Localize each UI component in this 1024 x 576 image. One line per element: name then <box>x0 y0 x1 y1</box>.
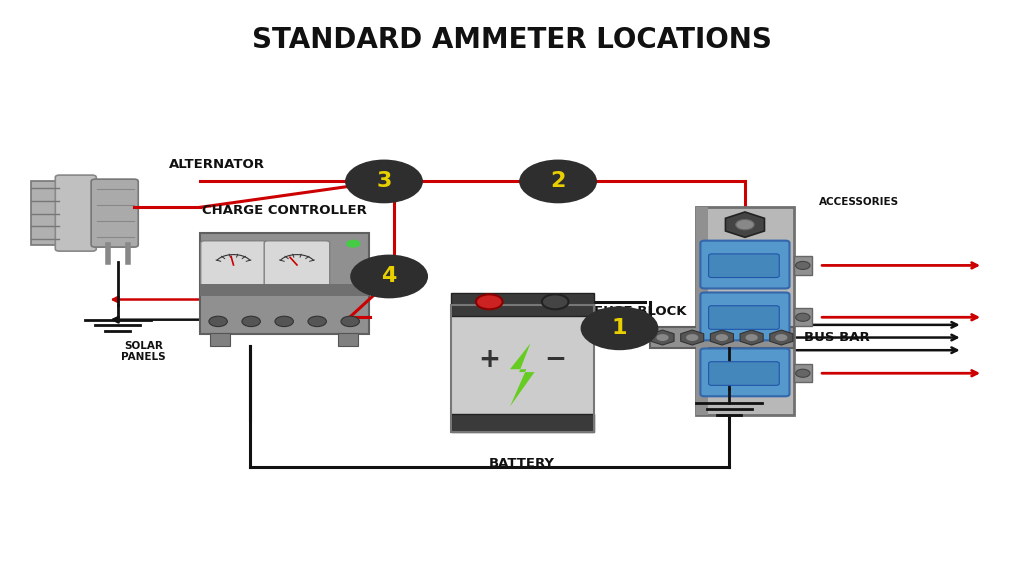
Bar <box>650 327 794 348</box>
Circle shape <box>350 255 428 298</box>
Text: 4: 4 <box>381 267 397 286</box>
FancyBboxPatch shape <box>709 362 779 385</box>
Circle shape <box>716 334 728 341</box>
Text: STANDARD AMMETER LOCATIONS: STANDARD AMMETER LOCATIONS <box>252 26 772 54</box>
Polygon shape <box>740 330 763 345</box>
Circle shape <box>542 294 568 309</box>
Polygon shape <box>770 330 793 345</box>
Text: ACCESSORIES: ACCESSORIES <box>819 196 899 207</box>
FancyBboxPatch shape <box>200 233 369 334</box>
Circle shape <box>209 316 227 327</box>
Text: 1: 1 <box>611 319 628 338</box>
Bar <box>696 207 708 415</box>
FancyBboxPatch shape <box>700 241 790 289</box>
Bar <box>338 333 358 346</box>
Circle shape <box>581 306 658 350</box>
Text: +: + <box>478 347 501 373</box>
Text: −: − <box>544 347 566 373</box>
Polygon shape <box>651 330 674 345</box>
Circle shape <box>686 334 698 341</box>
Circle shape <box>308 316 327 327</box>
Circle shape <box>735 219 754 230</box>
Circle shape <box>656 334 669 341</box>
FancyBboxPatch shape <box>709 254 779 278</box>
Circle shape <box>341 316 359 327</box>
Text: ALTERNATOR: ALTERNATOR <box>169 158 265 170</box>
FancyBboxPatch shape <box>91 179 138 247</box>
Circle shape <box>775 334 787 341</box>
Circle shape <box>346 240 360 248</box>
Circle shape <box>476 294 503 309</box>
FancyBboxPatch shape <box>201 241 266 290</box>
Circle shape <box>242 316 260 327</box>
Text: FUSE BLOCK: FUSE BLOCK <box>594 305 686 317</box>
Circle shape <box>796 262 810 270</box>
FancyBboxPatch shape <box>700 348 790 396</box>
Text: 3: 3 <box>376 172 392 191</box>
Bar <box>451 293 594 316</box>
Circle shape <box>274 316 293 327</box>
Text: BUS BAR: BUS BAR <box>804 331 869 344</box>
Circle shape <box>796 369 810 377</box>
Bar <box>210 333 230 346</box>
Circle shape <box>345 160 423 203</box>
Circle shape <box>745 334 758 341</box>
Polygon shape <box>725 212 765 237</box>
Bar <box>451 305 594 418</box>
Bar <box>696 207 794 415</box>
Bar <box>451 414 594 432</box>
Bar <box>451 305 594 432</box>
Polygon shape <box>681 330 703 345</box>
Circle shape <box>519 160 597 203</box>
FancyBboxPatch shape <box>264 241 330 290</box>
Bar <box>794 364 812 382</box>
FancyBboxPatch shape <box>709 306 779 329</box>
Bar <box>794 308 812 327</box>
Text: SOLAR
PANELS: SOLAR PANELS <box>121 340 166 362</box>
Text: CHARGE CONTROLLER: CHARGE CONTROLLER <box>202 204 367 217</box>
Bar <box>794 256 812 275</box>
FancyBboxPatch shape <box>700 293 790 340</box>
Text: BATTERY: BATTERY <box>489 457 555 470</box>
Bar <box>31 181 59 245</box>
Polygon shape <box>510 343 535 407</box>
Circle shape <box>796 313 810 321</box>
FancyBboxPatch shape <box>55 175 96 251</box>
Polygon shape <box>711 330 733 345</box>
Text: 2: 2 <box>550 172 566 191</box>
Bar <box>200 284 369 296</box>
